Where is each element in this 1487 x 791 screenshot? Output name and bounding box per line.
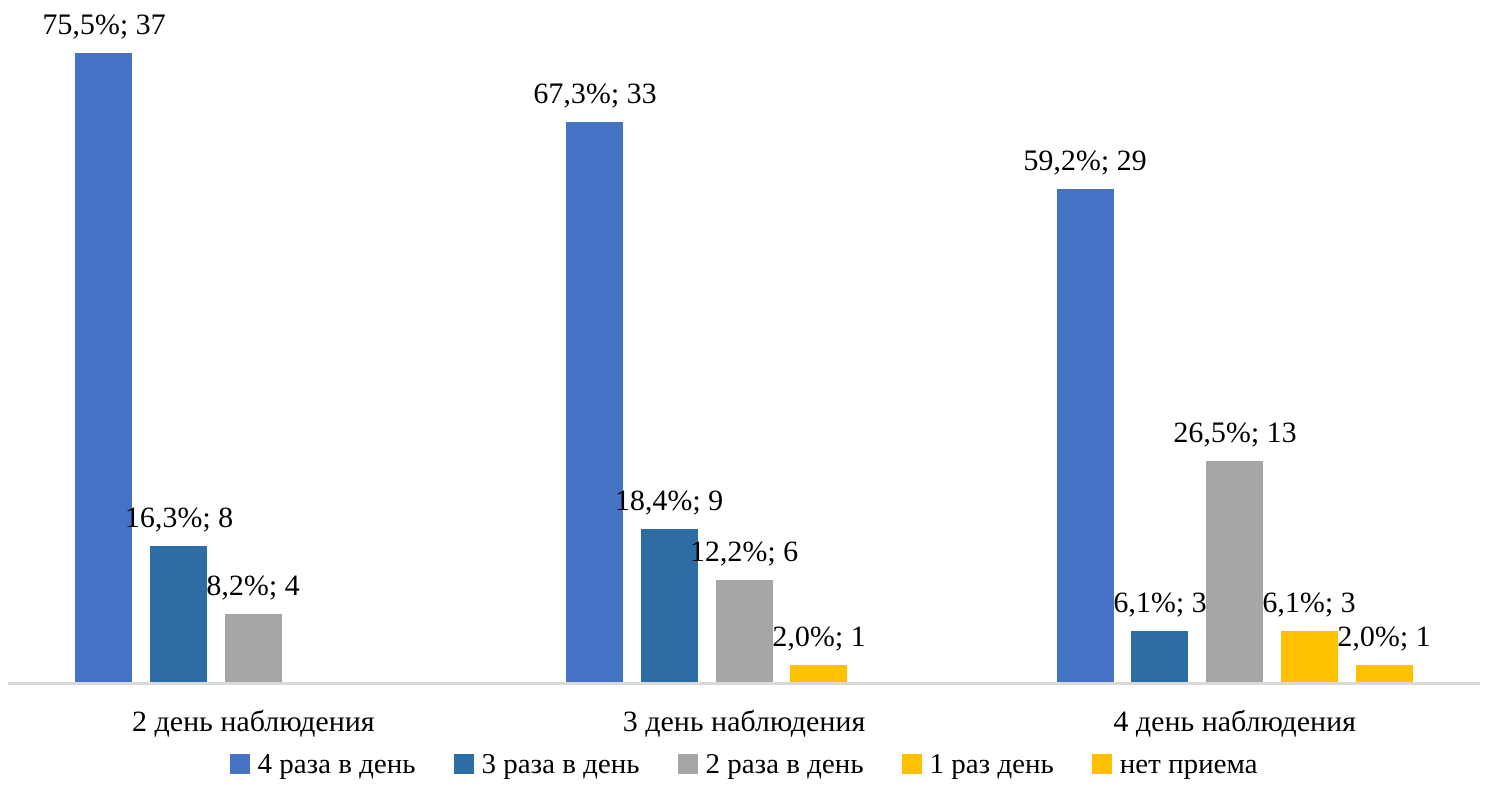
bar: [1057, 189, 1114, 682]
legend-label: 1 раз день: [929, 748, 1054, 780]
bar: [566, 122, 623, 682]
bar: [716, 580, 773, 682]
category-label: 2 день наблюдения: [132, 705, 375, 738]
legend-swatch-icon: [901, 754, 922, 774]
legend-swatch-icon: [229, 754, 250, 774]
bar: [225, 614, 282, 682]
legend-swatch-icon: [1091, 754, 1112, 774]
bar-data-label: 16,3%; 8: [124, 501, 234, 534]
bar-data-label: 26,5%; 13: [1173, 416, 1297, 449]
bar-data-label: 2,0%; 1: [1337, 620, 1431, 653]
bar: [1206, 461, 1263, 682]
legend: 4 раза в день 3 раза в день 2 раза в день 1…: [0, 746, 1487, 782]
bar-data-label: 18,4%; 9: [614, 484, 724, 517]
x-axis-line: [8, 682, 1480, 685]
bar: [790, 665, 847, 682]
legend-label: 2 раза в день: [705, 748, 864, 780]
bar-data-label: 8,2%; 4: [206, 569, 300, 602]
legend-item: 3 раза в день: [453, 746, 640, 782]
category-label: 3 день наблюдения: [622, 705, 866, 738]
bar-data-label: 6,1%; 3: [1262, 586, 1356, 619]
legend-label: нет приема: [1119, 748, 1258, 780]
bar: [641, 529, 698, 682]
legend-item: 4 раза в день: [229, 746, 416, 782]
bar-data-label: 6,1%; 3: [1113, 586, 1207, 619]
bar: [150, 546, 207, 682]
bar-data-label: 12,2%; 6: [689, 535, 799, 568]
bar: [1356, 665, 1413, 682]
legend-label: 4 раза в день: [257, 748, 416, 780]
legend-swatch-icon: [677, 754, 698, 774]
bar: [1281, 631, 1338, 682]
bar: [1131, 631, 1188, 682]
bar-data-label: 75,5%; 37: [42, 8, 166, 41]
legend-label: 3 раза в день: [481, 748, 640, 780]
legend-swatch-icon: [453, 754, 474, 774]
category-label: 4 день наблюдения: [1113, 705, 1356, 738]
legend-item: 2 раза в день: [677, 746, 864, 782]
bar-data-label: 2,0%; 1: [772, 620, 866, 653]
bar: [75, 53, 132, 682]
legend-item: 1 раз день: [901, 746, 1054, 782]
legend-item: нет приема: [1091, 746, 1258, 782]
bar-data-label: 67,3%; 33: [533, 77, 657, 110]
bar-data-label: 59,2%; 29: [1023, 144, 1147, 177]
